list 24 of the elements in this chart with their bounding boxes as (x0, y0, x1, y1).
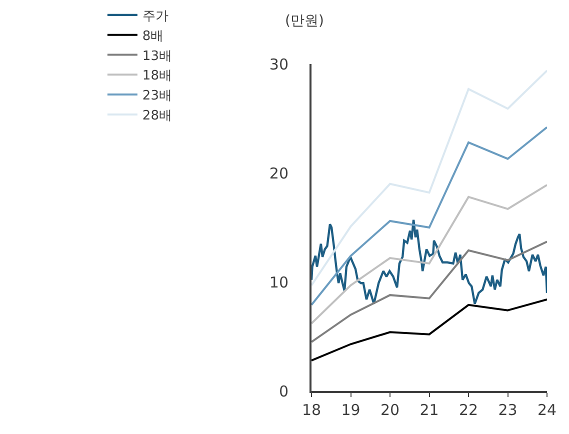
line-series (312, 298, 547, 362)
legend-label: 8배 (142, 28, 164, 44)
x-tick-label: 21 (420, 401, 439, 419)
x-tick-label: 20 (380, 401, 400, 419)
y-tick-label: 30 (269, 55, 289, 74)
y-tick-label: 20 (269, 164, 289, 182)
line-series (312, 126, 547, 306)
legend-label: 13배 (142, 48, 172, 64)
line-series (312, 240, 547, 343)
line-series (312, 218, 547, 305)
x-tick-label: 24 (537, 401, 557, 419)
line-series (312, 184, 547, 324)
legend-label: 18배 (142, 68, 172, 84)
legend-label: 23배 (142, 88, 172, 104)
legend-label: 주가 (142, 9, 168, 24)
line-series (312, 70, 547, 286)
x-tick-label: 18 (302, 401, 322, 419)
legend-label: 28배 (142, 108, 172, 124)
x-tick-label: 19 (341, 401, 360, 419)
y-tick-label: 10 (269, 273, 289, 292)
y-axis-title: (만원) (285, 13, 324, 29)
x-tick-label: 23 (498, 401, 518, 419)
x-tick-label: 22 (458, 401, 478, 419)
y-tick-label: 0 (278, 382, 289, 400)
